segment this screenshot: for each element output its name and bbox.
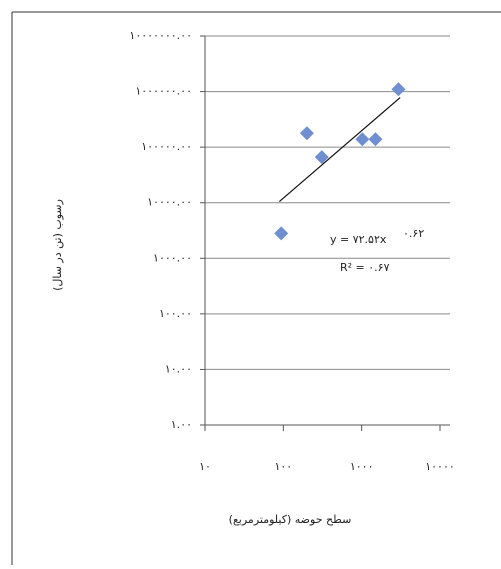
y-axis-title: رسوب (تن در سال) [51,199,64,291]
y-tick-label: ۱.۰۰ [171,418,192,431]
x-tick-label: ۱۰۰۰۰ [425,460,455,473]
equation: y = ۷۲.۵۲x [330,233,387,246]
point [368,132,383,147]
y-tick-label: ۱۰۰۰۰.۰۰ [147,196,192,209]
point [314,150,329,165]
x-tick-label: ۱۰۰ [274,460,292,473]
trend-line [278,97,401,202]
y-tick-label: ۱۰۰۰.۰۰ [153,251,192,264]
x-axis-title: سطح حوضه (کیلومترمربع) [229,513,352,526]
y-tick-label: ۱۰۰۰۰۰۰.۰۰ [135,85,192,98]
point [391,82,406,97]
y-tick-label: ۱۰۰۰۰۰.۰۰ [141,140,192,153]
x-tick-label: ۱۰۰۰ [350,460,374,473]
point [274,226,289,241]
y-tick-label: ۱۰.۰۰ [165,362,192,375]
y-tick-label: ۱۰۰.۰۰ [159,307,192,320]
x-tick-label: ۱۰ [199,460,211,473]
point [355,132,370,147]
r-squared: R² = ۰.۶۷ [340,261,390,274]
point [299,126,314,141]
equation-exponent: ۰.۶۲ [403,227,424,240]
y-tick-label: ۱۰۰۰۰۰۰۰.۰۰ [129,29,192,42]
